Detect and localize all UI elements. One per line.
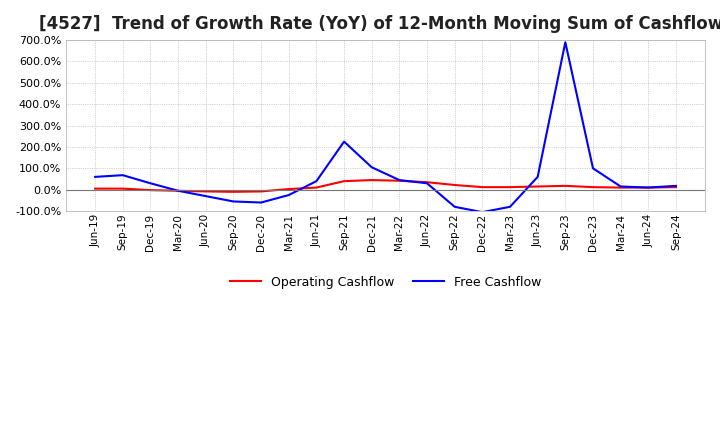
- Operating Cashflow: [174, 188, 182, 194]
- Free Cashflow: [229, 199, 238, 204]
- Operating Cashflow: [91, 186, 99, 191]
- Free Cashflow: [534, 174, 542, 180]
- Operating Cashflow: [644, 185, 652, 190]
- Free Cashflow: [174, 188, 182, 194]
- Free Cashflow: [505, 204, 514, 209]
- Operating Cashflow: [616, 185, 625, 190]
- Free Cashflow: [616, 184, 625, 189]
- Operating Cashflow: [312, 185, 320, 190]
- Free Cashflow: [672, 183, 680, 188]
- Operating Cashflow: [672, 184, 680, 190]
- Free Cashflow: [91, 174, 99, 180]
- Free Cashflow: [367, 165, 376, 170]
- Free Cashflow: [119, 172, 127, 178]
- Operating Cashflow: [561, 183, 570, 188]
- Free Cashflow: [451, 204, 459, 209]
- Operating Cashflow: [395, 178, 404, 183]
- Operating Cashflow: [478, 184, 487, 190]
- Free Cashflow: [312, 179, 320, 184]
- Operating Cashflow: [284, 187, 293, 192]
- Operating Cashflow: [229, 189, 238, 194]
- Operating Cashflow: [534, 184, 542, 189]
- Operating Cashflow: [340, 179, 348, 184]
- Operating Cashflow: [257, 189, 266, 194]
- Free Cashflow: [146, 181, 155, 186]
- Legend: Operating Cashflow, Free Cashflow: Operating Cashflow, Free Cashflow: [225, 271, 546, 294]
- Free Cashflow: [589, 166, 598, 171]
- Operating Cashflow: [589, 184, 598, 190]
- Operating Cashflow: [146, 187, 155, 193]
- Free Cashflow: [478, 209, 487, 215]
- Free Cashflow: [644, 185, 652, 190]
- Free Cashflow: [561, 40, 570, 45]
- Free Cashflow: [284, 192, 293, 198]
- Operating Cashflow: [505, 184, 514, 190]
- Operating Cashflow: [119, 186, 127, 191]
- Free Cashflow: [340, 139, 348, 144]
- Free Cashflow: [423, 181, 431, 186]
- Operating Cashflow: [423, 180, 431, 185]
- Free Cashflow: [395, 177, 404, 183]
- Operating Cashflow: [202, 189, 210, 194]
- Operating Cashflow: [367, 177, 376, 183]
- Free Cashflow: [202, 194, 210, 199]
- Line: Free Cashflow: Free Cashflow: [95, 42, 676, 212]
- Operating Cashflow: [451, 182, 459, 187]
- Title: [4527]  Trend of Growth Rate (YoY) of 12-Month Moving Sum of Cashflows: [4527] Trend of Growth Rate (YoY) of 12-…: [39, 15, 720, 33]
- Free Cashflow: [257, 200, 266, 205]
- Line: Operating Cashflow: Operating Cashflow: [95, 180, 676, 192]
